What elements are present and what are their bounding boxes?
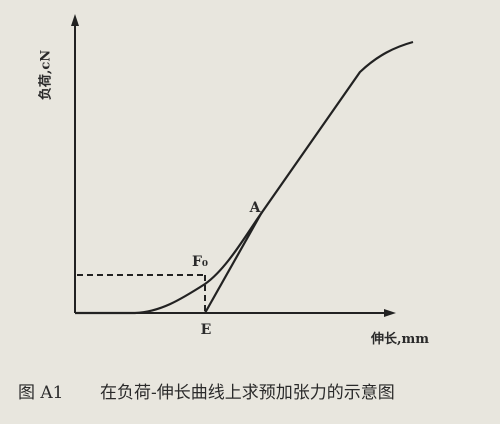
point-label-a: A (249, 200, 262, 216)
point-label-f0: F₀ (192, 254, 208, 270)
point-label-e: E (201, 322, 212, 338)
figure-number: 图 A1 (18, 383, 64, 403)
x-axis-label: 伸长,mm (370, 331, 429, 347)
load-elongation-curve (75, 40, 414, 315)
x-axis-arrow (384, 309, 396, 317)
tangent-line (204, 211, 263, 314)
y-axis-arrow (71, 14, 79, 26)
y-axis-label: 负荷,cN (38, 50, 54, 100)
figure-caption: 在负荷-伸长曲线上求预加张力的示意图 (100, 383, 395, 403)
